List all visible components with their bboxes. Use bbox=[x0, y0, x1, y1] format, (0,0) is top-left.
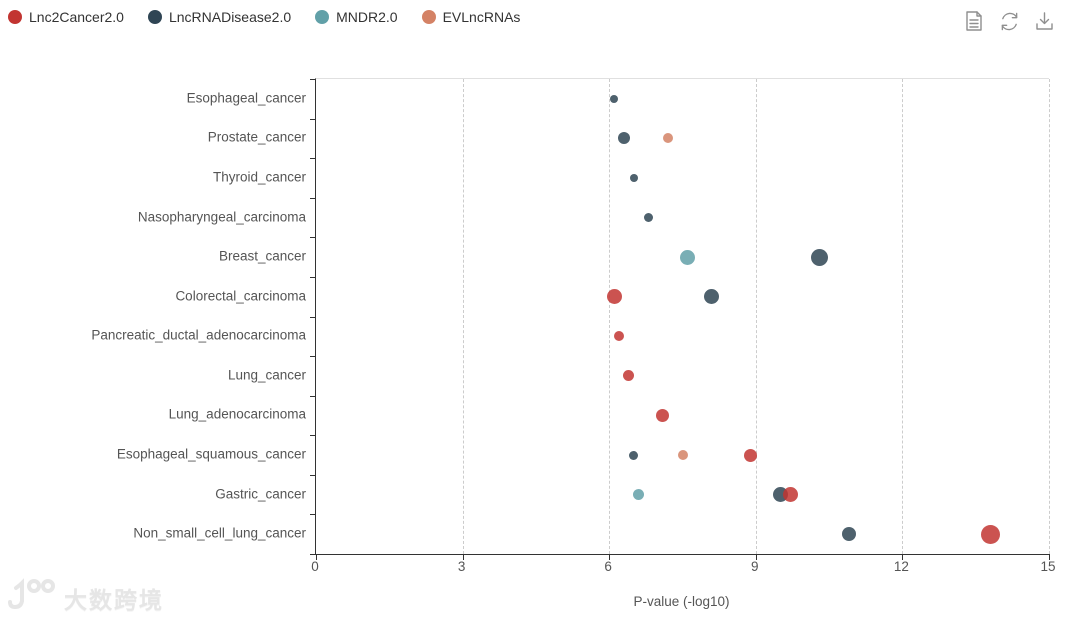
legend-marker-icon bbox=[421, 10, 436, 24]
x-axis-tick-label: 0 bbox=[311, 559, 319, 574]
legend-label: LncRNADisease2.0 bbox=[168, 9, 292, 25]
data-point[interactable] bbox=[613, 331, 624, 342]
data-point[interactable] bbox=[662, 133, 673, 144]
data-point[interactable] bbox=[643, 213, 653, 223]
x-axis-tick-label: 9 bbox=[751, 559, 759, 574]
y-axis-tick bbox=[310, 79, 316, 80]
download-icon[interactable] bbox=[1033, 10, 1055, 32]
plot-area bbox=[310, 78, 1050, 560]
y-axis-label: Prostate_cancer bbox=[207, 129, 306, 145]
data-point[interactable] bbox=[704, 289, 720, 305]
data-view-icon[interactable] bbox=[963, 10, 985, 32]
x-axis-tick bbox=[902, 554, 904, 560]
legend-item-EVLncRNAs[interactable]: EVLncRNAs bbox=[421, 9, 521, 25]
x-axis-tick-label: 6 bbox=[604, 559, 612, 574]
data-point[interactable] bbox=[629, 450, 639, 460]
x-axis-title: P-value (-log10) bbox=[633, 594, 730, 609]
y-axis-tick bbox=[310, 554, 316, 555]
x-axis-tick bbox=[316, 554, 317, 560]
watermark: 大数跨境 bbox=[6, 578, 164, 612]
y-axis-label: Thyroid_cancer bbox=[212, 169, 306, 185]
watermark-logo-icon bbox=[6, 578, 58, 612]
data-point[interactable] bbox=[744, 448, 758, 462]
x-axis-tick-label: 3 bbox=[457, 559, 466, 574]
gridline bbox=[902, 79, 904, 554]
y-axis-tick bbox=[310, 316, 316, 318]
y-axis-label: Colorectal_carcinoma bbox=[175, 288, 306, 304]
x-axis-tick-label: 12 bbox=[893, 559, 909, 574]
x-axis-tick bbox=[1049, 554, 1050, 560]
y-axis-label: Gastric_cancer bbox=[215, 486, 306, 502]
y-axis-tick bbox=[310, 435, 316, 437]
y-axis-tick bbox=[310, 395, 316, 397]
legend-label: EVLncRNAs bbox=[442, 9, 521, 25]
legend-marker-icon bbox=[147, 10, 162, 24]
legend-label: MNDR2.0 bbox=[336, 9, 398, 25]
x-axis-tick bbox=[609, 554, 611, 560]
data-point[interactable] bbox=[656, 408, 670, 422]
y-axis-tick bbox=[310, 514, 316, 516]
y-axis-tick bbox=[310, 237, 316, 239]
data-point[interactable] bbox=[610, 94, 619, 103]
gridline bbox=[755, 79, 757, 554]
data-point[interactable] bbox=[633, 489, 645, 501]
y-axis-label: Esophageal_squamous_cancer bbox=[116, 446, 306, 462]
y-axis-label: Esophageal_cancer bbox=[186, 90, 306, 106]
y-axis-tick bbox=[310, 356, 316, 358]
legend: Lnc2Cancer2.0 LncRNADisease2.0 MNDR2.0 EVLn… bbox=[8, 9, 520, 25]
x-axis-tick bbox=[755, 554, 757, 560]
legend-item-Lnc2Cancer2.0[interactable]: Lnc2Cancer2.0 bbox=[8, 9, 124, 25]
x-axis-tick bbox=[462, 554, 464, 560]
data-point[interactable] bbox=[623, 370, 635, 382]
watermark-text: 大数跨境 bbox=[64, 587, 164, 613]
y-axis-tick bbox=[310, 276, 316, 278]
data-point[interactable] bbox=[677, 450, 688, 461]
y-axis-tick bbox=[310, 158, 316, 160]
legend-marker-icon bbox=[8, 10, 22, 24]
x-axis-tick-labels: 0 3 6 9 12 15 bbox=[0, 559, 1065, 577]
x-axis-tick-label: 15 bbox=[1040, 559, 1056, 574]
data-point[interactable] bbox=[841, 527, 856, 542]
y-axis-tick bbox=[310, 474, 316, 476]
data-point[interactable] bbox=[782, 487, 798, 503]
legend-label: Lnc2Cancer2.0 bbox=[29, 9, 124, 25]
y-axis-labels: Esophageal_cancer Prostate_cancer Thyroid_… bbox=[0, 78, 306, 553]
y-axis-label: Pancreatic_ductal_adenocarcinoma bbox=[91, 327, 306, 343]
y-axis-label: Non_small_cell_lung_cancer bbox=[133, 525, 306, 541]
toolbar bbox=[963, 10, 1055, 32]
gridline bbox=[609, 79, 611, 554]
gridline bbox=[462, 79, 464, 554]
y-axis-label: Lung_cancer bbox=[227, 367, 306, 383]
y-axis-label: Breast_cancer bbox=[218, 248, 306, 264]
y-axis-tick bbox=[310, 118, 316, 120]
legend-marker-icon bbox=[315, 10, 330, 24]
data-point[interactable] bbox=[606, 289, 622, 305]
legend-item-LncRNADisease2.0[interactable]: LncRNADisease2.0 bbox=[147, 9, 292, 25]
legend-item-MNDR2.0[interactable]: MNDR2.0 bbox=[315, 9, 398, 25]
data-point[interactable] bbox=[980, 524, 1000, 544]
data-point[interactable] bbox=[617, 132, 630, 145]
refresh-icon[interactable] bbox=[998, 10, 1020, 32]
data-point[interactable] bbox=[629, 173, 638, 182]
data-point[interactable] bbox=[810, 248, 828, 266]
y-axis-label: Nasopharyngeal_carcinoma bbox=[137, 209, 306, 225]
y-axis-label: Lung_adenocarcinoma bbox=[168, 406, 306, 422]
data-point[interactable] bbox=[679, 249, 695, 265]
y-axis-tick bbox=[310, 197, 316, 199]
gridline bbox=[1049, 79, 1050, 554]
